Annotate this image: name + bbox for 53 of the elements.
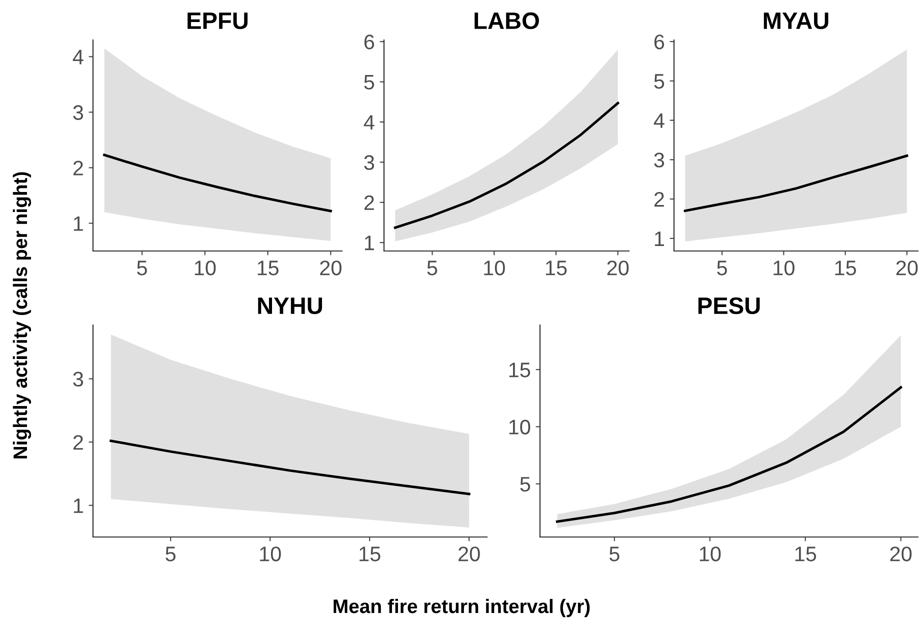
y-tick-label: 1 xyxy=(74,498,83,513)
y-axis-title: Nightly activity (calls per night) xyxy=(12,172,32,458)
x-tick-label: 15 xyxy=(835,260,856,276)
y-tick-label: 4 xyxy=(72,50,84,64)
chart-title: MYAU xyxy=(764,12,828,30)
x-tick-label: 15 xyxy=(258,260,279,276)
y-tick-label: 4 xyxy=(654,114,664,128)
y-tick-label: 15 xyxy=(509,362,530,378)
x-tick-label: 20 xyxy=(458,546,480,562)
x-tick-label: 20 xyxy=(607,260,629,276)
line-series xyxy=(556,386,902,523)
x-tick-label: 20 xyxy=(896,260,918,276)
line-series xyxy=(394,102,620,229)
chart-title: EPFU xyxy=(188,12,248,30)
x-tick-label: 10 xyxy=(194,260,216,276)
y-tick-label: 10 xyxy=(509,420,530,434)
x-tick-label: 5 xyxy=(609,546,620,562)
y-tick-label: 2 xyxy=(73,160,83,176)
y-tick-label: 2 xyxy=(73,435,83,450)
x-tick-label: 10 xyxy=(260,546,281,562)
y-tick-label: 1 xyxy=(74,216,83,231)
chart-title: LABO xyxy=(474,12,539,30)
x-tick-label: 5 xyxy=(166,546,176,562)
y-tick-label: 3 xyxy=(364,155,374,170)
y-tick-label: 1 xyxy=(654,232,664,246)
y-tick-label: 4 xyxy=(364,115,374,130)
x-tick-label: 5 xyxy=(717,260,727,276)
y-tick-label: 1 xyxy=(364,236,374,250)
y-tick-label: 2 xyxy=(364,195,374,210)
line-series xyxy=(110,440,470,496)
x-tick-label: 10 xyxy=(774,260,794,276)
x-tick-label: 10 xyxy=(700,546,721,562)
x-tick-label: 5 xyxy=(427,260,438,276)
x-axis-title: Mean fire return interval (yr) xyxy=(334,598,590,618)
x-tick-label: 15 xyxy=(546,260,567,276)
y-tick-label: 6 xyxy=(654,34,664,50)
line-series xyxy=(103,154,332,212)
y-tick-label: 5 xyxy=(520,477,530,492)
chart-title: NYHU xyxy=(258,298,322,314)
y-tick-label: 3 xyxy=(73,372,84,387)
x-tick-label: 20 xyxy=(320,260,342,276)
y-tick-label: 5 xyxy=(364,75,374,90)
line-series xyxy=(684,154,908,212)
chart-title: PESU xyxy=(698,297,760,314)
x-tick-label: 5 xyxy=(137,260,147,276)
x-tick-label: 10 xyxy=(484,260,505,276)
y-tick-label: 2 xyxy=(654,192,664,207)
x-tick-label: 20 xyxy=(890,546,912,562)
x-tick-label: 15 xyxy=(795,546,816,562)
y-tick-label: 3 xyxy=(73,105,84,120)
y-tick-label: 6 xyxy=(364,34,374,50)
y-tick-label: 3 xyxy=(654,152,664,168)
y-tick-label: 5 xyxy=(654,74,664,89)
